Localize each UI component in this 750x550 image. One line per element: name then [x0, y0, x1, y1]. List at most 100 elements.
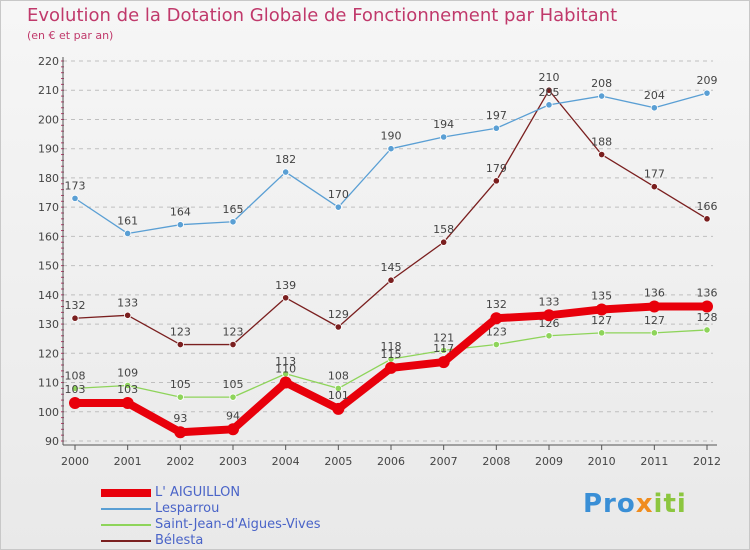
data-label: 136 [697, 287, 718, 300]
data-label: 179 [486, 162, 507, 175]
data-point [703, 326, 711, 334]
data-point [279, 376, 292, 389]
data-point [332, 402, 345, 415]
x-tick-label: 2006 [377, 455, 405, 468]
data-label: 132 [486, 298, 507, 311]
x-tick-label: 2008 [482, 455, 510, 468]
data-label: 210 [539, 71, 560, 84]
data-label: 105 [170, 378, 191, 391]
data-point [492, 340, 500, 349]
data-label: 105 [223, 378, 244, 391]
legend-label: Lesparrou [155, 501, 220, 516]
data-label: 170 [328, 188, 349, 201]
chart-subtitle: (en € et par an) [27, 29, 114, 42]
data-point [174, 426, 187, 439]
y-tick-label: 180 [38, 172, 59, 185]
data-label: 108 [65, 369, 86, 382]
data-point [595, 303, 608, 316]
data-point [229, 340, 237, 349]
data-point [437, 356, 450, 369]
data-point [121, 397, 134, 409]
chart-title: Evolution de la Dotation Globale de Fonc… [27, 5, 618, 26]
data-point [440, 346, 448, 354]
x-tick-label: 2000 [61, 455, 89, 468]
data-label: 136 [644, 287, 665, 300]
data-point [229, 218, 237, 226]
data-label: 133 [539, 295, 560, 308]
legend-swatch [101, 489, 151, 497]
data-point [648, 300, 661, 313]
data-point [227, 423, 239, 436]
data-label: 194 [433, 118, 454, 131]
data-point [650, 183, 658, 191]
y-tick-label: 140 [38, 289, 59, 302]
data-label: 113 [275, 355, 296, 368]
x-tick-label: 2002 [166, 455, 194, 468]
data-point [598, 92, 606, 100]
data-point [282, 294, 290, 302]
data-point [71, 314, 79, 322]
data-point [701, 300, 713, 313]
data-point [176, 340, 184, 349]
x-tick-label: 2011 [640, 455, 668, 468]
data-label: 188 [591, 136, 612, 149]
x-tick-label: 2007 [430, 455, 458, 468]
data-point [176, 393, 184, 401]
data-label: 197 [486, 109, 507, 122]
data-label: 117 [433, 342, 454, 355]
data-point [545, 86, 553, 94]
data-label: 204 [644, 89, 665, 102]
data-point [229, 393, 237, 401]
data-label: 93 [173, 412, 187, 425]
data-point [387, 145, 395, 153]
data-point [440, 133, 448, 141]
data-point [598, 329, 606, 337]
data-label: 132 [65, 299, 86, 312]
data-label: 135 [591, 289, 612, 302]
data-label: 121 [433, 331, 454, 344]
data-point [492, 124, 500, 132]
data-label: 127 [644, 314, 665, 327]
data-point [124, 381, 132, 390]
data-point [69, 397, 81, 409]
data-label: 101 [328, 389, 349, 402]
data-label: 208 [591, 77, 612, 90]
data-point [598, 150, 606, 159]
y-tick-label: 110 [38, 377, 59, 390]
data-label: 145 [381, 261, 402, 274]
y-tick-label: 200 [38, 113, 59, 126]
data-point [650, 104, 658, 112]
data-point [703, 215, 711, 223]
x-tick-label: 2003 [219, 455, 247, 468]
data-label: 158 [433, 223, 454, 236]
data-label: 103 [117, 383, 138, 396]
x-tick-label: 2012 [693, 455, 721, 468]
data-label: 109 [117, 366, 138, 379]
data-label: 123 [486, 326, 507, 339]
data-label: 110 [275, 363, 296, 376]
data-point [385, 361, 397, 374]
x-tick-label: 2005 [324, 455, 352, 468]
legend-label: L' AIGUILLON [155, 485, 241, 500]
data-point [334, 203, 342, 211]
proxiti-logo: Proxiti [583, 489, 687, 519]
data-label: 190 [381, 130, 402, 143]
data-point [282, 168, 290, 176]
data-point [545, 101, 553, 109]
x-tick-label: 2009 [535, 455, 563, 468]
y-tick-label: 190 [38, 143, 59, 156]
data-label: 103 [65, 383, 86, 396]
data-point [440, 238, 448, 246]
y-tick-label: 160 [38, 230, 59, 243]
data-label: 127 [591, 314, 612, 327]
x-tick-label: 2001 [114, 455, 142, 468]
data-label: 115 [381, 348, 402, 361]
y-tick-label: 120 [38, 347, 59, 360]
data-point [490, 312, 503, 325]
data-label: 182 [275, 153, 296, 166]
y-tick-label: 170 [38, 201, 59, 214]
data-point [71, 194, 79, 202]
data-label: 177 [644, 168, 665, 181]
